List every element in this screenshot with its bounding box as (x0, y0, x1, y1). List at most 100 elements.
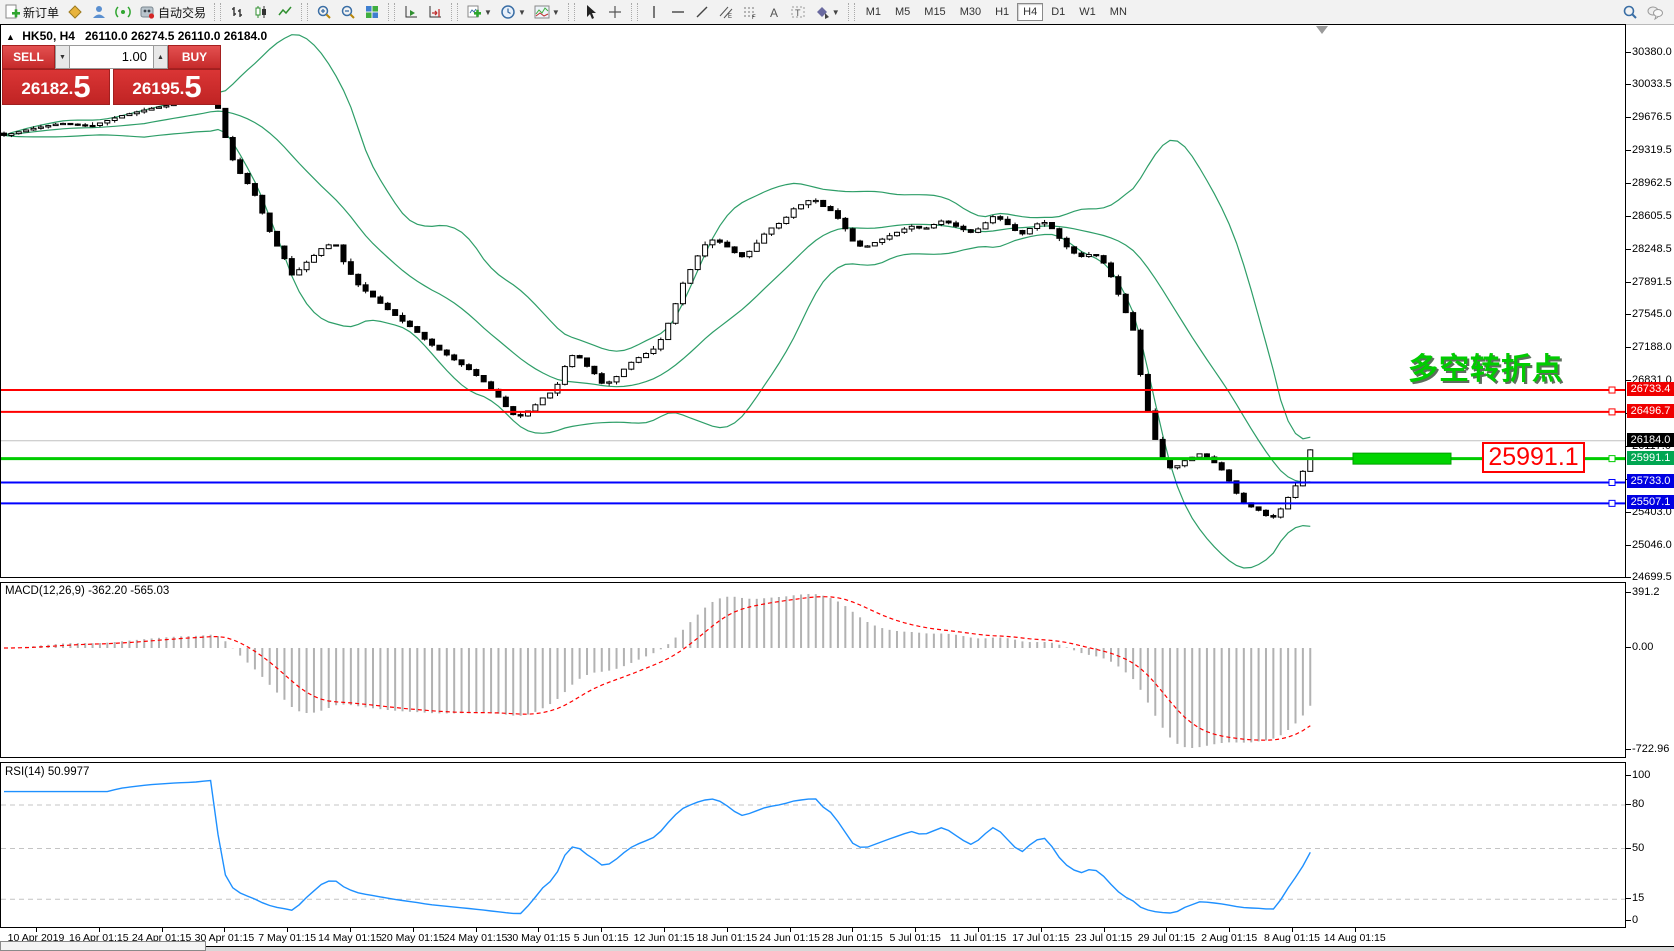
rsi-line (4, 779, 1311, 915)
date-axis[interactable]: 10 Apr 2019 16 Apr 01:15 24 Apr 01:15 30 Ap… (0, 928, 1626, 946)
volume-down-button[interactable]: ▼ (55, 45, 70, 69)
price-tick-label: 27545.0 (1632, 308, 1672, 320)
bar-chart-button[interactable] (226, 2, 248, 22)
axis-tick (1626, 591, 1631, 593)
market-watch-button[interactable] (64, 2, 86, 22)
axis-tick (1626, 920, 1631, 921)
highlight-rectangle[interactable] (1352, 452, 1452, 465)
turning-point-annotation[interactable]: 多空转折点 (1408, 353, 1563, 386)
rsi-tick-label: 0 (1632, 914, 1639, 926)
date-tick (98, 928, 100, 932)
current-price-badge: 26184.0 (1627, 432, 1674, 447)
search-button[interactable] (1619, 2, 1641, 22)
indicators-button[interactable]: ▼ (531, 2, 563, 22)
timeframe-m1[interactable]: M1 (865, 6, 881, 18)
date-tick (1354, 928, 1356, 932)
date-label: 18 Jun 01:15 (696, 932, 758, 944)
price-axis[interactable]: 30380.0 30033.5 29676.5 29319.5 28962.5 28605… (1626, 24, 1674, 940)
timeframe-m5[interactable]: M5 (895, 6, 911, 18)
date-tick (664, 928, 665, 932)
equidistant-channel-button[interactable]: E (715, 2, 737, 22)
date-tick (161, 928, 163, 932)
level-line-handle[interactable] (1608, 478, 1616, 486)
toolbar-separator (388, 3, 396, 21)
chart-shift-marker-icon[interactable] (1316, 26, 1328, 34)
timeframe-m15[interactable]: M15 (924, 6, 946, 18)
new-order-button[interactable]: 新订单 (1, 2, 62, 22)
shapes-button[interactable]: ▼ (811, 2, 843, 22)
tile-windows-button[interactable] (361, 2, 383, 22)
price-badge-25991.1: 25991.1 (1627, 450, 1674, 465)
periods-button[interactable]: ▼ (497, 2, 529, 22)
text-label-button[interactable]: T (787, 2, 809, 22)
timeframe-group: M1 M5 M15 M30 H1 H4 D1 W1 MN (859, 3, 1134, 21)
price-callout-label[interactable]: 25991.1 (1482, 442, 1585, 473)
main-chart-pane[interactable] (0, 24, 1626, 578)
auto-scroll-button[interactable] (400, 2, 422, 22)
depth-icon (93, 6, 106, 18)
sell-price-button[interactable]: 26182. 5 (2, 69, 110, 105)
rsi-pane[interactable] (0, 762, 1626, 928)
volume-input[interactable]: 1.00 (70, 45, 153, 69)
price-tick-label: 30033.5 (1632, 78, 1672, 91)
rsi-tick-label: 50 (1632, 841, 1645, 854)
date-label: 11 Jul 01:15 (949, 932, 1007, 944)
axis-tick (1626, 150, 1631, 151)
date-tick (726, 928, 728, 932)
signals-button[interactable] (112, 2, 134, 22)
sell-button[interactable]: SELL (2, 45, 55, 69)
date-label: 23 Jul 01:15 (1074, 932, 1133, 944)
timeframe-mn[interactable]: MN (1109, 6, 1127, 18)
timeframe-h1[interactable]: H1 (995, 6, 1010, 18)
timeframe-m30[interactable]: M30 (959, 6, 982, 18)
toolbar-separator (214, 3, 222, 21)
dropdown-arrow-icon: ▼ (831, 7, 840, 17)
date-label: 30 Apr 01:15 (194, 932, 255, 944)
zoom-out-button[interactable] (337, 2, 359, 22)
text-button[interactable]: A (763, 2, 785, 22)
toolbar-separator (301, 3, 309, 21)
axis-tick (1626, 281, 1631, 283)
depth-of-market-button[interactable] (88, 2, 110, 22)
date-label: 30 May 01:15 (506, 932, 571, 944)
level-line-handle[interactable] (1608, 408, 1616, 416)
vertical-line-icon (653, 6, 655, 18)
cursor-button[interactable] (580, 2, 602, 22)
macd-pane[interactable] (0, 582, 1626, 758)
axis-tick (1626, 804, 1631, 805)
one-click-trade-panel: SELL ▼ 1.00 ▲ BUY 26182. 5 26195. 5 (2, 45, 221, 105)
tile-windows-icon (366, 6, 379, 18)
trendline-button[interactable] (691, 2, 713, 22)
crosshair-button[interactable] (604, 2, 626, 22)
buy-button[interactable]: BUY (168, 45, 221, 69)
bollinger-middle-band (3, 110, 1311, 483)
new-chart-button[interactable]: ▼ (463, 2, 495, 22)
candlestick-button[interactable] (250, 2, 272, 22)
horizontal-line-button[interactable] (667, 2, 689, 22)
zoom-in-button[interactable] (313, 2, 335, 22)
buy-price-button[interactable]: 26195. 5 (113, 69, 221, 105)
chat-icon (1647, 6, 1663, 20)
fibonacci-button[interactable]: F (739, 2, 761, 22)
level-line-handle[interactable] (1608, 455, 1616, 463)
volume-up-button[interactable]: ▲ (153, 45, 168, 69)
auto-trading-button[interactable]: 自动交易 (136, 2, 209, 22)
price-badge-26733.4: 26733.4 (1627, 382, 1674, 397)
price-tick-label: 27891.5 (1632, 275, 1672, 288)
axis-tick (1626, 577, 1631, 578)
chart-shift-button[interactable] (424, 2, 446, 22)
level-line-handle[interactable] (1608, 386, 1616, 394)
timeframe-w1[interactable]: W1 (1079, 6, 1096, 18)
level-line-handle[interactable] (1608, 499, 1616, 507)
channel-icon: E (719, 6, 733, 20)
line-chart-button[interactable] (274, 2, 296, 22)
crosshair-icon (608, 6, 621, 18)
price-tick-label: 28248.5 (1632, 242, 1672, 255)
vertical-line-button[interactable] (643, 2, 665, 22)
chat-button[interactable] (1643, 2, 1667, 22)
status-popup (0, 941, 206, 951)
timeframe-h4[interactable]: H4 (1017, 3, 1044, 21)
toolbar-separator (847, 3, 855, 21)
timeframe-d1[interactable]: D1 (1051, 6, 1066, 18)
axis-tick (1626, 380, 1631, 381)
